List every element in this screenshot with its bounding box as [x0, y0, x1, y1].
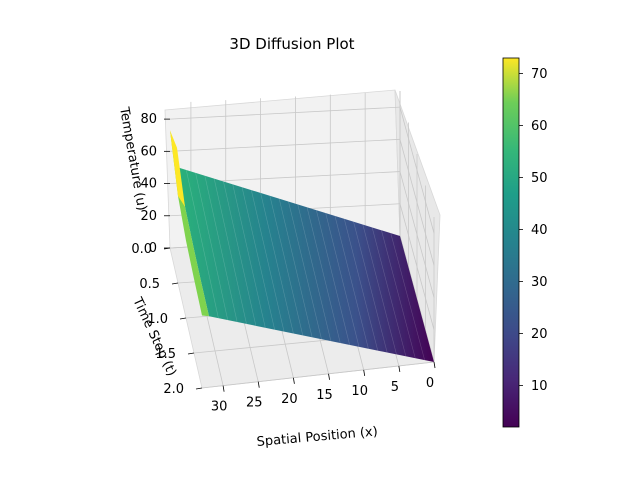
x-tick-label: 5 — [391, 380, 399, 395]
t-tick-label: 0.0 — [131, 242, 152, 257]
surface-stripe — [213, 178, 247, 325]
surface-stripe — [390, 233, 425, 361]
grid-line — [169, 106, 401, 120]
surface-stripe — [334, 215, 369, 349]
surface-stripe — [278, 198, 313, 338]
surface-stripe — [269, 195, 304, 336]
surface-stripe — [353, 221, 388, 353]
surface-stripe — [381, 230, 416, 359]
x-tick-mark — [257, 381, 260, 388]
surface-stripe — [362, 224, 397, 355]
grid-line — [201, 361, 435, 389]
x-tick-mark — [222, 385, 225, 392]
chart-title: 3D Diffusion Plot — [229, 35, 354, 53]
x-tick-mark — [363, 369, 366, 376]
t-tick-label: 2.0 — [163, 382, 184, 397]
surface-stripe — [288, 201, 322, 340]
z-tick-label: 60 — [140, 144, 157, 159]
t-tick-mark — [163, 247, 171, 250]
colorbar-tick-label: 30 — [531, 275, 548, 290]
surface-stripe — [325, 212, 360, 347]
t-tick-label: 0.5 — [139, 277, 160, 292]
x-tick-label: 30 — [211, 400, 228, 415]
t-tick-label: 1.5 — [155, 347, 176, 362]
colorbar-tick-label: 60 — [531, 119, 548, 134]
surface-stripe — [223, 181, 257, 326]
surface-stripe — [251, 189, 285, 332]
x-tick-label: 20 — [281, 392, 298, 407]
x-tick-label: 0 — [426, 376, 434, 391]
colorbar-tick-label: 50 — [531, 171, 548, 186]
x-tick-mark — [433, 361, 436, 369]
surface-stripe — [232, 184, 266, 328]
t-tick-mark — [179, 317, 187, 320]
surface-stripe — [185, 169, 219, 319]
surface-stripe — [343, 218, 379, 351]
grid-line — [169, 138, 401, 152]
colorbar-tick-label: 10 — [531, 379, 548, 394]
z-tick-label: 80 — [140, 112, 157, 127]
temperature-surface — [170, 130, 434, 362]
t-tick-mark — [187, 352, 195, 355]
colorbar: 10 20 30 40 50 60 70 — [502, 57, 548, 428]
surface-peak — [170, 130, 185, 207]
x-tick-label: 10 — [351, 384, 368, 399]
surface-stripe — [195, 172, 229, 321]
colorbar-ticks: 10 20 30 40 50 60 70 — [519, 67, 548, 394]
z-tick-label: 0 — [149, 241, 157, 256]
z-tick-label: 40 — [140, 177, 157, 192]
x-tick-mark — [398, 365, 401, 373]
t-tick-mark — [171, 282, 179, 285]
surface-main — [177, 167, 434, 362]
surface-stripe — [241, 187, 275, 330]
t-axis-label: Time Step (t) — [129, 294, 179, 378]
x-tick-label: 25 — [246, 396, 263, 411]
z-tick-label: 20 — [140, 209, 157, 224]
surface-stripe — [260, 192, 294, 334]
surface-stripe — [371, 227, 407, 357]
x-tick-label: 15 — [316, 388, 333, 403]
z-axis-ticks: 0 20 40 60 80 — [140, 112, 170, 256]
x-tick-mark — [292, 377, 295, 384]
t-axis-ticks: 0.0 0.5 1.0 1.5 2.0 — [131, 242, 203, 397]
surface-stripe — [297, 204, 332, 342]
x-axis-label: Spatial Position (x) — [256, 424, 378, 450]
colorbar-gradient — [502, 57, 520, 428]
colorbar-tick-label: 70 — [531, 67, 548, 82]
x-axis-ticks: 0 5 10 15 20 25 30 — [211, 361, 436, 415]
t-tick-label: 1.0 — [147, 312, 168, 327]
surface-stripe — [204, 175, 238, 323]
surface-stripe — [316, 210, 350, 345]
colorbar-tick-label: 20 — [531, 327, 548, 342]
surface-stripe — [306, 207, 341, 344]
t-tick-mark — [195, 387, 203, 390]
colorbar-tick-label: 40 — [531, 223, 548, 238]
x-tick-mark — [328, 373, 330, 380]
